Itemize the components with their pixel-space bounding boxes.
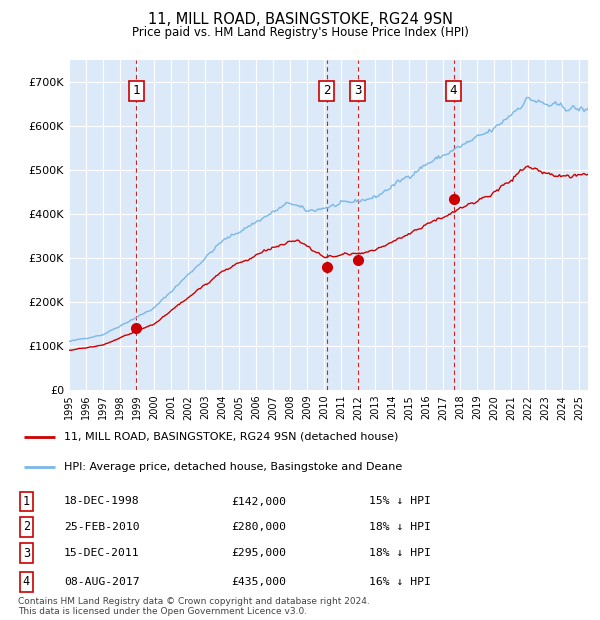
Text: 18-DEC-1998: 18-DEC-1998 (64, 497, 139, 507)
Text: 18% ↓ HPI: 18% ↓ HPI (369, 548, 431, 558)
Text: 11, MILL ROAD, BASINGSTOKE, RG24 9SN: 11, MILL ROAD, BASINGSTOKE, RG24 9SN (148, 12, 452, 27)
Text: 1: 1 (133, 84, 140, 97)
Text: 3: 3 (23, 547, 30, 560)
Text: £280,000: £280,000 (231, 522, 286, 532)
Text: £295,000: £295,000 (231, 548, 286, 558)
Text: 2: 2 (23, 520, 30, 533)
Text: 15-DEC-2011: 15-DEC-2011 (64, 548, 139, 558)
Text: 4: 4 (23, 575, 30, 588)
Text: 08-AUG-2017: 08-AUG-2017 (64, 577, 139, 587)
Text: 11, MILL ROAD, BASINGSTOKE, RG24 9SN (detached house): 11, MILL ROAD, BASINGSTOKE, RG24 9SN (de… (64, 432, 398, 442)
Text: 25-FEB-2010: 25-FEB-2010 (64, 522, 139, 532)
Text: 4: 4 (450, 84, 457, 97)
Text: 15% ↓ HPI: 15% ↓ HPI (369, 497, 431, 507)
Text: 16% ↓ HPI: 16% ↓ HPI (369, 577, 431, 587)
Text: 2: 2 (323, 84, 331, 97)
Text: 18% ↓ HPI: 18% ↓ HPI (369, 522, 431, 532)
Text: £435,000: £435,000 (231, 577, 286, 587)
Text: 1: 1 (23, 495, 30, 508)
Text: Contains HM Land Registry data © Crown copyright and database right 2024.
This d: Contains HM Land Registry data © Crown c… (18, 597, 370, 616)
Text: 3: 3 (354, 84, 361, 97)
Text: £142,000: £142,000 (231, 497, 286, 507)
Text: HPI: Average price, detached house, Basingstoke and Deane: HPI: Average price, detached house, Basi… (64, 462, 402, 472)
Text: Price paid vs. HM Land Registry's House Price Index (HPI): Price paid vs. HM Land Registry's House … (131, 26, 469, 39)
